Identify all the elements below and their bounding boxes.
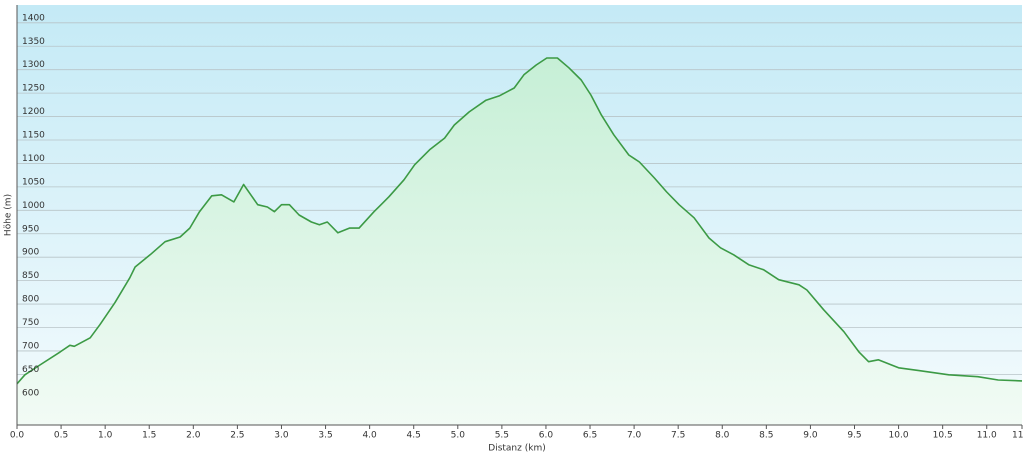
x-tick-label: 7.0 (627, 431, 642, 441)
y-tick-label: 1100 (22, 154, 45, 164)
x-tick-label: 1.0 (98, 431, 113, 441)
x-tick-label: 8.0 (715, 431, 730, 441)
x-tick-label: 1.5 (142, 431, 156, 441)
y-tick-label: 1050 (22, 177, 45, 187)
area-fill (17, 58, 1022, 425)
elevation-line (16, 57, 1023, 385)
x-tick-label: 6.0 (539, 431, 554, 441)
y-tick-label: 1000 (22, 201, 45, 211)
x-tick-label: 4.5 (407, 431, 421, 441)
x-tick-label: 0.0 (10, 431, 25, 441)
x-tick-label: 4.0 (362, 431, 377, 441)
y-tick-label: 900 (22, 248, 39, 258)
y-tick-label: 1400 (22, 13, 45, 23)
x-tick-label: 5.5 (495, 431, 509, 441)
x-tick-label: 11.0 (977, 431, 997, 441)
x-tick-label: 11.4 (1012, 431, 1024, 441)
x-axis-title: Distanz (km) (488, 444, 545, 454)
x-tick-label: 5.0 (451, 431, 466, 441)
x-tick-label: 2.0 (186, 431, 201, 441)
y-tick-label: 700 (22, 341, 39, 351)
x-tick-label: 3.5 (318, 431, 332, 441)
y-tick-label: 1350 (22, 37, 45, 47)
x-tick-label: 10.0 (889, 431, 909, 441)
y-tick-label: 650 (22, 365, 39, 375)
y-tick-label: 1150 (22, 131, 45, 141)
x-tick-label: 6.5 (583, 431, 597, 441)
y-tick-label: 800 (22, 295, 39, 305)
y-axis-title: Höhe (m) (4, 194, 14, 236)
y-tick-label: 950 (22, 224, 39, 234)
y-tick-label: 600 (22, 388, 39, 398)
y-tick-label: 1250 (22, 84, 45, 94)
y-tick-label: 1200 (22, 107, 45, 117)
y-tick-label: 750 (22, 318, 39, 328)
x-tick-label: 10.5 (933, 431, 953, 441)
x-tick-label: 0.5 (54, 431, 68, 441)
x-tick-label: 3.0 (274, 431, 289, 441)
x-tick-label: 9.0 (803, 431, 818, 441)
x-tick-label: 9.5 (847, 431, 861, 441)
x-tick-label: 8.5 (759, 431, 773, 441)
y-tick-label: 850 (22, 271, 39, 281)
x-tick-label: 2.5 (230, 431, 244, 441)
x-tick-label: 7.5 (671, 431, 685, 441)
y-tick-label: 1300 (22, 60, 45, 70)
